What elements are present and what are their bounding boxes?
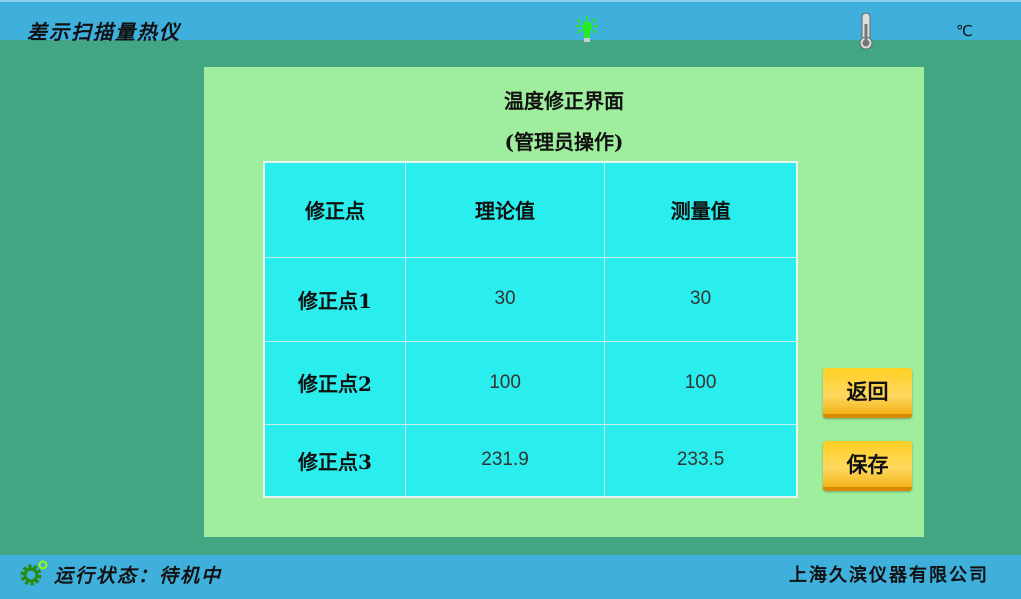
point-label: 修正点2 xyxy=(263,340,406,425)
temperature-unit: ℃ xyxy=(956,22,973,40)
app-title: 差示扫描量热仪 xyxy=(27,20,181,44)
page-title: 温度修正界面 xyxy=(504,89,624,113)
lightbulb-icon xyxy=(576,16,598,42)
status-bar: 运行状态：待机中 上海久滨仪器有限公司 xyxy=(0,555,1021,599)
company-name: 上海久滨仪器有限公司 xyxy=(789,565,989,586)
top-bar: 差示扫描量热仪 ℃ xyxy=(0,0,1021,50)
run-status: 运行状态：待机中 xyxy=(54,565,223,587)
gear-icon xyxy=(20,560,48,586)
header-point: 修正点 xyxy=(263,161,406,258)
header-theory: 理论值 xyxy=(404,161,606,258)
save-button[interactable]: 保存 xyxy=(823,441,912,491)
measured-value-field[interactable]: 233.5 xyxy=(604,423,798,498)
page-subtitle: (管理员操作) xyxy=(504,130,624,154)
thermometer-icon xyxy=(859,12,873,50)
table-row: 修正点2 100 100 xyxy=(263,340,798,425)
theory-value-field[interactable]: 231.9 xyxy=(404,423,606,498)
measured-value-field[interactable]: 100 xyxy=(604,340,798,425)
back-button[interactable]: 返回 xyxy=(823,368,912,418)
table-row: 修正点3 231.9 233.5 xyxy=(263,423,798,498)
point-label: 修正点3 xyxy=(263,423,406,498)
table-header-row: 修正点 理论值 测量值 xyxy=(263,161,798,258)
point-label: 修正点1 xyxy=(263,256,406,342)
theory-value-field[interactable]: 30 xyxy=(404,256,606,342)
measured-value-field[interactable]: 30 xyxy=(604,256,798,342)
correction-table: 修正点 理论值 测量值 修正点1 30 30 修正点2 100 100 修正点3… xyxy=(263,161,798,498)
correction-panel: 温度修正界面 (管理员操作) 修正点 理论值 测量值 修正点1 30 30 修正… xyxy=(204,67,924,537)
header-measured: 测量值 xyxy=(604,161,798,258)
theory-value-field[interactable]: 100 xyxy=(404,340,606,425)
table-row: 修正点1 30 30 xyxy=(263,256,798,342)
